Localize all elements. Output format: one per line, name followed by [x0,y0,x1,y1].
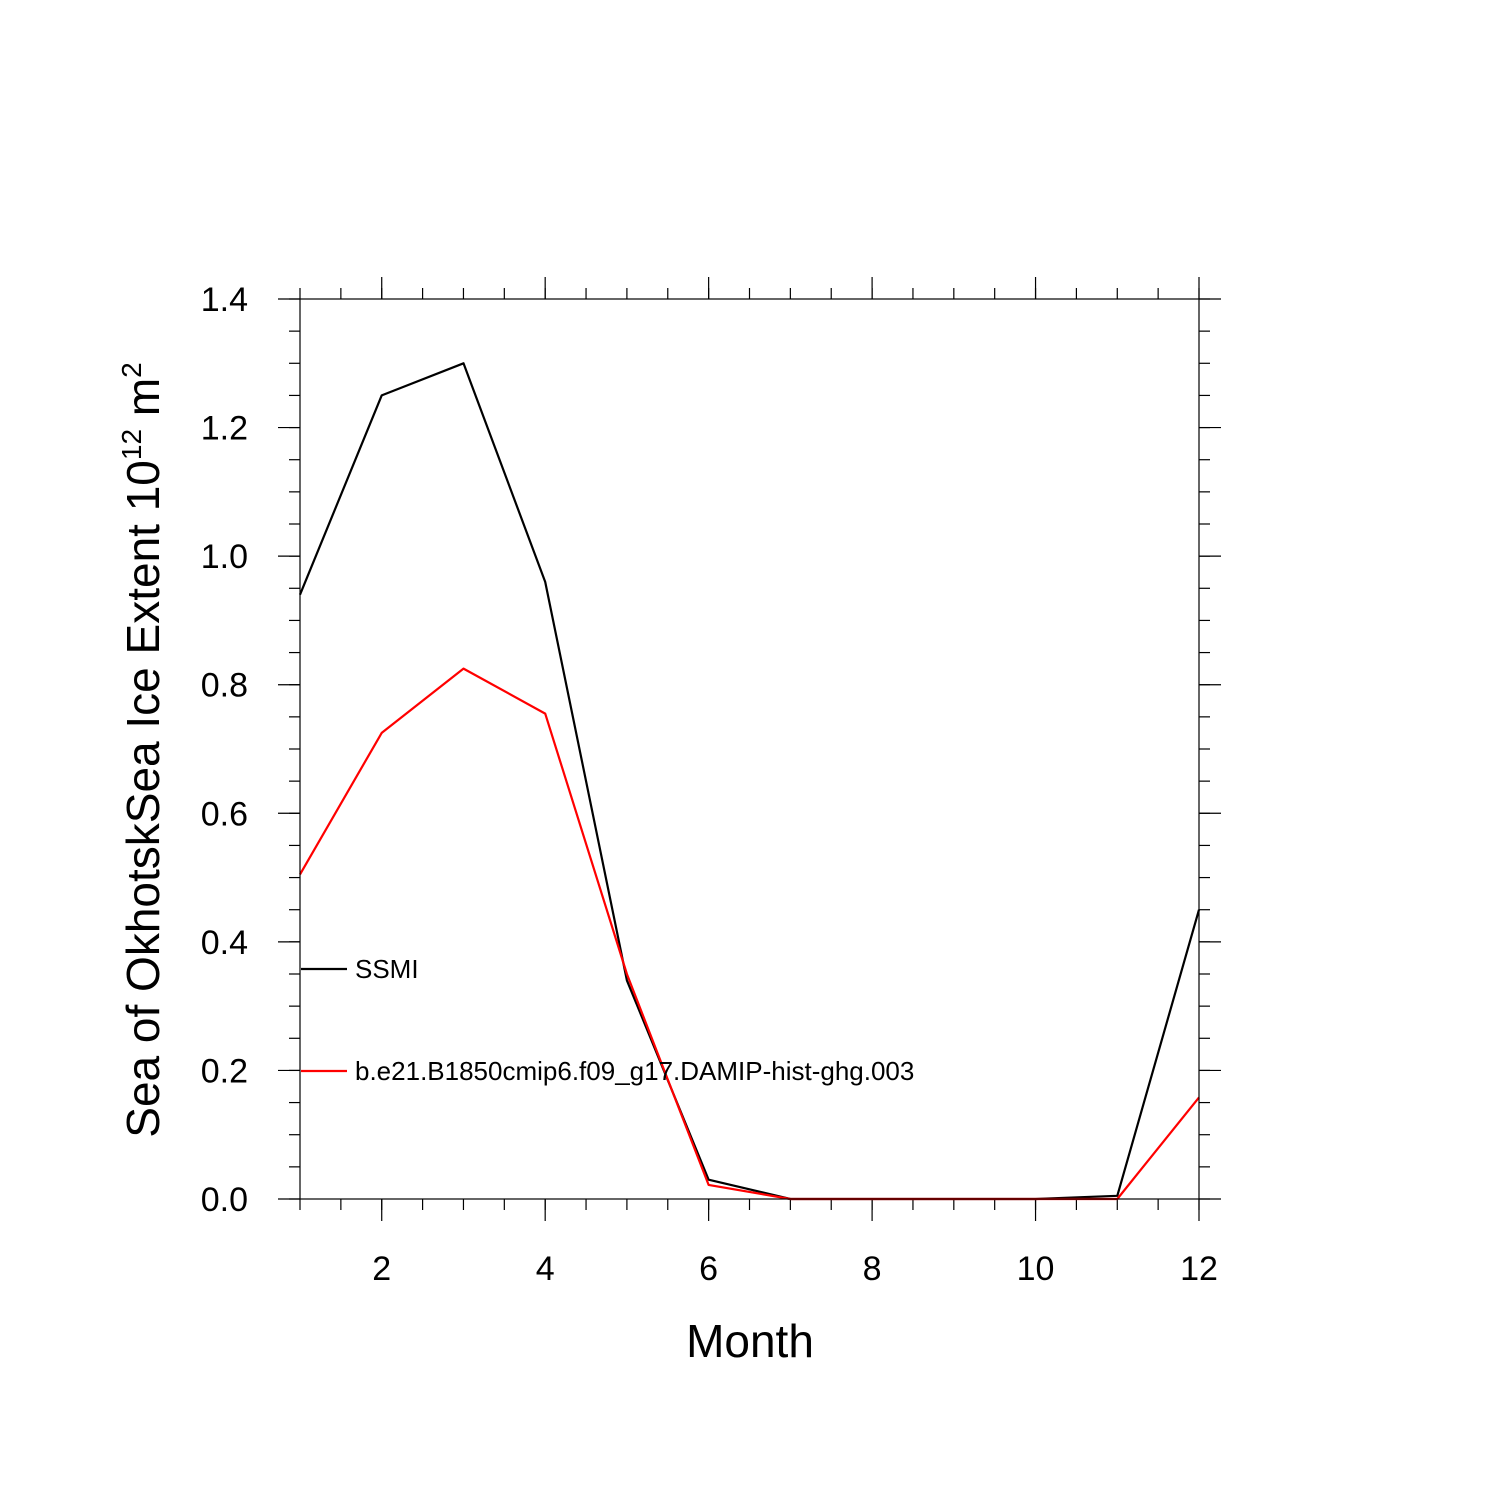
y-axis-title-unit-exp: 2 [116,362,147,378]
y-tick-label: 0.6 [201,795,248,833]
plot-frame [299,298,1200,1200]
y-axis-title: Sea of OkhotskSea Ice Extent 1012 m2 [116,362,169,1137]
x-tick-label: 12 [1180,1250,1218,1288]
series-line-2 [299,667,1200,1201]
x-tick-label: 4 [536,1250,555,1288]
y-tick-label: 0.0 [201,1181,248,1219]
legend: SSMI b.e21.B1850cmip6.f09_g17.DAMIP-hist-… [301,954,914,1086]
legend-label-1: SSMI [355,954,419,984]
y-axis-title-base: Sea of OkhotskSea Ice Extent 10 [117,460,169,1138]
y-tick-label: 0.8 [201,667,248,705]
y-tick-label: 0.4 [201,924,248,962]
x-tick-label: 10 [1017,1250,1055,1288]
y-axis-title-unit: m [117,378,169,429]
legend-label-2: b.e21.B1850cmip6.f09_g17.DAMIP-hist-ghg.… [355,1056,914,1086]
y-tick-label: 0.2 [201,1052,248,1090]
y-tick-label: 1.2 [201,410,248,448]
y-tick-label: 1.4 [201,281,248,319]
major-ticks [278,277,1221,1221]
x-tick-label: 6 [699,1250,718,1288]
y-axis-title-exp: 12 [116,429,147,460]
tick-labels: 2 4 6 8 10 12 0.0 0.2 0.4 0.6 0.8 1.0 1.2 1.4 [201,281,1218,1288]
y-tick-label: 1.0 [201,538,248,576]
x-tick-label: 8 [863,1250,882,1288]
x-axis-title: Month [686,1315,814,1367]
x-tick-label: 2 [372,1250,391,1288]
